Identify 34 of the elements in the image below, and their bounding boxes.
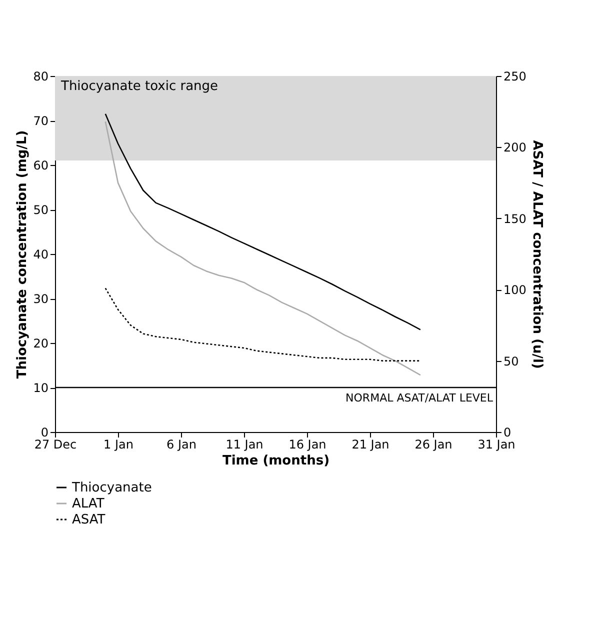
x-tick-label: 26 Jan — [414, 438, 452, 452]
x-tick-label: 21 Jan — [352, 438, 390, 452]
y-tick-label: 30 — [33, 292, 48, 306]
x-tick-label: 31 Jan — [478, 438, 516, 452]
x-tick-label: 27 Dec — [34, 438, 77, 452]
y2-tick-label: 150 — [504, 212, 526, 226]
y-tick-label: 20 — [33, 336, 48, 350]
line-series — [104, 120, 422, 376]
x-tick-label: 6 Jan — [166, 438, 196, 452]
y-tick-label: 40 — [33, 248, 48, 262]
y-axis-title: Thiocyanate concentration (mg/L) — [15, 130, 30, 379]
y2-tick-label: 200 — [504, 140, 526, 155]
y2-axis-title: ASAT / ALAT concentration (u/l) — [529, 140, 544, 369]
x-axis-title: Time (months) — [222, 454, 330, 468]
y-tick-label: 60 — [33, 158, 48, 172]
x-tick-label: 11 Jan — [226, 438, 264, 452]
ref-line-label: NORMAL ASAT/ALAT LEVEL — [346, 392, 494, 404]
y2-tick-label: 0 — [504, 426, 512, 440]
y-tick-label: 70 — [33, 114, 48, 128]
x-tick-label: 1 Jan — [104, 438, 134, 452]
line-series — [104, 113, 422, 330]
legend-label: Thiocyanate — [71, 480, 152, 496]
x-tick-label: 16 Jan — [288, 438, 326, 452]
band-label: Thiocyanate toxic range — [60, 79, 218, 94]
y2-tick-label: 100 — [504, 283, 526, 298]
y2-tick-label: 50 — [504, 354, 519, 368]
y-tick-label: 80 — [33, 70, 48, 84]
y-tick-label: 50 — [33, 203, 48, 217]
y-tick-label: 0 — [40, 426, 48, 440]
y2-tick-label: 250 — [504, 70, 526, 84]
legend-label: ALAT — [72, 496, 104, 512]
line-series — [104, 288, 422, 362]
y-tick-label: 10 — [33, 381, 48, 395]
legend-label: ASAT — [72, 512, 106, 528]
